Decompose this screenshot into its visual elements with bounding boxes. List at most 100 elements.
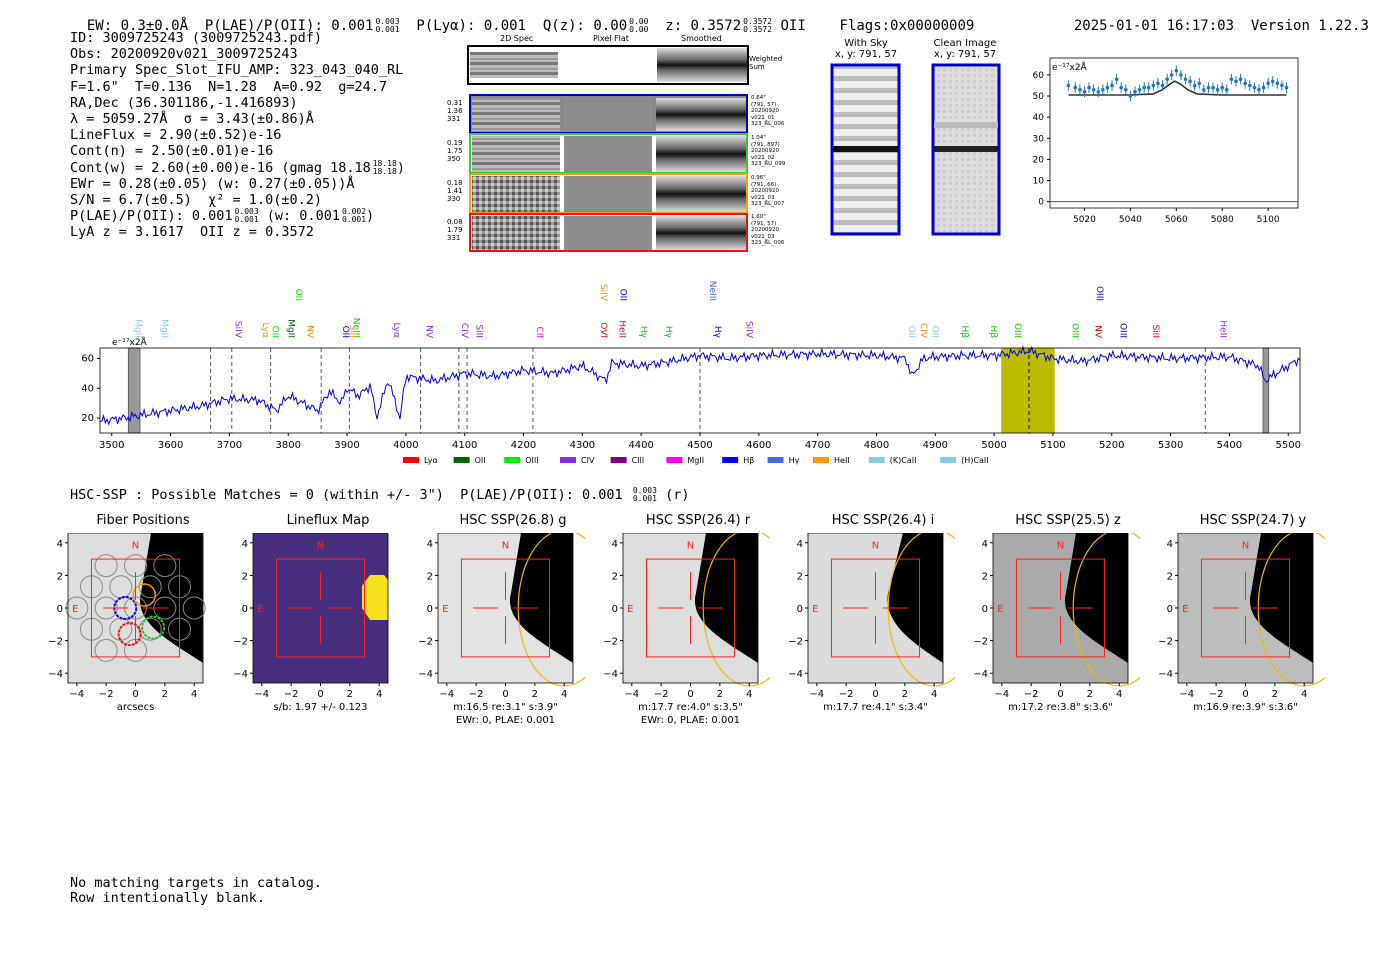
data-point bbox=[1082, 90, 1087, 94]
y-tick-label: 4 bbox=[242, 539, 248, 550]
y-tick-label: −2 bbox=[418, 637, 433, 648]
legend-swatch bbox=[767, 457, 784, 463]
full-spectrum-plot: 20 40 60 3500 3600 3700 3800 3900 4000 4100 4200 43… bbox=[81, 281, 1301, 465]
x-tick-label: 4600 bbox=[746, 440, 771, 451]
x-tick-label: 4300 bbox=[570, 440, 595, 451]
x-tick-label: 5080 bbox=[1211, 215, 1234, 225]
emission-line-label: MgII bbox=[132, 319, 142, 338]
north-label: N bbox=[687, 540, 694, 551]
search-box bbox=[1015, 558, 1106, 658]
x-tick-label: 5500 bbox=[1276, 440, 1301, 451]
data-point bbox=[1133, 90, 1137, 94]
row2-right: 1.04" (791, 897) 20200920 v021_02 323_RU_099 bbox=[751, 135, 786, 167]
y-tick-label: −4 bbox=[418, 669, 433, 680]
y-tick-label: 4 bbox=[1167, 539, 1173, 550]
y-tick-label: −2 bbox=[788, 637, 803, 648]
x-tick-label: −2 bbox=[284, 689, 299, 700]
x-tick-label: 4700 bbox=[805, 440, 830, 451]
plot-frame bbox=[1049, 57, 1299, 209]
search-box bbox=[830, 558, 921, 658]
x-tick-label: 2 bbox=[717, 689, 723, 700]
emission-line-label: NeIII bbox=[351, 318, 361, 338]
plae-value: P(LAE)/P(OII): 0.001 bbox=[204, 18, 374, 34]
fiber-cutouts bbox=[467, 45, 749, 252]
x-tick-label: 5400 bbox=[1217, 440, 1242, 451]
emission-line-label: OII bbox=[906, 326, 916, 338]
qz-value: Q(z): 0.00 bbox=[542, 18, 628, 34]
x-tick-label: 0 bbox=[687, 689, 693, 700]
y-tick-label: −4 bbox=[48, 669, 63, 680]
spectrum-line bbox=[99, 344, 1301, 426]
contw-lo: 18.18 bbox=[372, 166, 397, 176]
plae-lo: 0.001 bbox=[234, 215, 259, 225]
fiber-circle bbox=[153, 554, 177, 578]
y-tick-label: −2 bbox=[233, 637, 248, 648]
emission-line-label: CIV bbox=[459, 323, 469, 339]
east-label: E bbox=[627, 604, 633, 615]
y-tick-label: 0 bbox=[982, 604, 988, 615]
legend-swatch bbox=[722, 457, 739, 463]
contw-text: Cont(w) = 2.60(±0.00)e-16 (gmag 18.18 bbox=[70, 159, 371, 176]
x-tick-label: 5200 bbox=[1099, 440, 1124, 451]
data-point bbox=[1252, 85, 1257, 90]
legend-label: Hγ bbox=[789, 456, 800, 465]
data-point bbox=[1105, 85, 1110, 90]
data-point bbox=[1192, 83, 1197, 88]
hsc-panel-title: HSC SSP(25.5) z bbox=[1015, 513, 1121, 528]
legend-label: HeII bbox=[834, 456, 850, 465]
x-tick-label: −4 bbox=[439, 689, 454, 700]
data-point bbox=[1101, 87, 1105, 92]
emission-line-label: Lyα bbox=[391, 323, 401, 339]
plae-hi: 0.003 bbox=[375, 17, 400, 26]
x-tick-label: 3500 bbox=[99, 440, 124, 451]
panel-xlabel: arcsecs bbox=[117, 702, 155, 713]
legend-swatch bbox=[610, 457, 627, 463]
x-tick-label: −2 bbox=[469, 689, 484, 700]
data-point bbox=[1151, 83, 1156, 88]
y-tick-label: −2 bbox=[973, 637, 988, 648]
emission-line-label: Hβ bbox=[959, 325, 969, 338]
info-plae: P(LAE)/P(OII): 0.001 0.003 0.001 (w: 0.001… bbox=[70, 207, 375, 225]
plae-hi: 0.003 bbox=[234, 207, 259, 217]
east-label: E bbox=[442, 604, 448, 615]
info-line: Cont(n) = 2.50(±0.01)e-16 bbox=[70, 143, 274, 160]
data-point bbox=[1142, 85, 1146, 90]
x-tick-label: 2 bbox=[1087, 689, 1093, 700]
row3-left: 0.18 1.41 330 bbox=[447, 179, 463, 203]
y-tick-label: 20 bbox=[1033, 155, 1045, 165]
data-point bbox=[1110, 83, 1114, 88]
x-tick-label: −2 bbox=[99, 689, 114, 700]
clean-title: Clean Image x, y: 791, 57 bbox=[933, 38, 997, 60]
legend-label: MgII bbox=[687, 456, 704, 465]
info-lya: LyA z = 3.1617 OII z = 0.3572 bbox=[70, 224, 314, 241]
data-point bbox=[1197, 81, 1202, 86]
x-tick-label: 0 bbox=[1057, 689, 1063, 700]
z-lo: 0.3572 bbox=[743, 25, 773, 34]
masked-region bbox=[1262, 347, 1270, 434]
row1-right: 0.64" (791, 57) 20200920 v021_01 323_RL_006 bbox=[751, 95, 785, 127]
legend-label: (H)CaII bbox=[961, 456, 988, 465]
emission-line-label: NV bbox=[1092, 325, 1102, 339]
data-point bbox=[1114, 77, 1119, 81]
x-tick-label: 4100 bbox=[452, 440, 477, 451]
x-tick-label: 5300 bbox=[1158, 440, 1183, 451]
hsc-lo: 0.001 bbox=[632, 494, 657, 503]
emission-line-label: SiIV bbox=[598, 284, 608, 302]
info-line: LineFlux = 2.90(±0.52)e-16 bbox=[70, 127, 282, 144]
north-label: N bbox=[132, 540, 139, 551]
x-tick-label: 2 bbox=[902, 689, 908, 700]
info-sn: S/N = 6.7(±0.5) χ² = 1.0(±0.2) bbox=[70, 192, 322, 209]
fiber-circle bbox=[94, 638, 118, 662]
data-point bbox=[1066, 83, 1071, 88]
col-pixelflat: Pixel Flat bbox=[593, 34, 629, 43]
model-curve bbox=[1068, 80, 1287, 96]
data-point bbox=[1284, 85, 1289, 90]
data-point bbox=[1238, 77, 1243, 81]
row4-right: 1.60" (791, 57) 20200920 v021_03 323_RL_006 bbox=[751, 214, 785, 246]
row3-right: 0.96" (791, 66) 20200920 v021_03 323_RL_007 bbox=[751, 175, 785, 207]
fiber-circle-2 bbox=[141, 615, 166, 640]
emission-line-label: Lyα bbox=[260, 323, 270, 339]
emission-line-label: SiIV bbox=[232, 321, 242, 339]
